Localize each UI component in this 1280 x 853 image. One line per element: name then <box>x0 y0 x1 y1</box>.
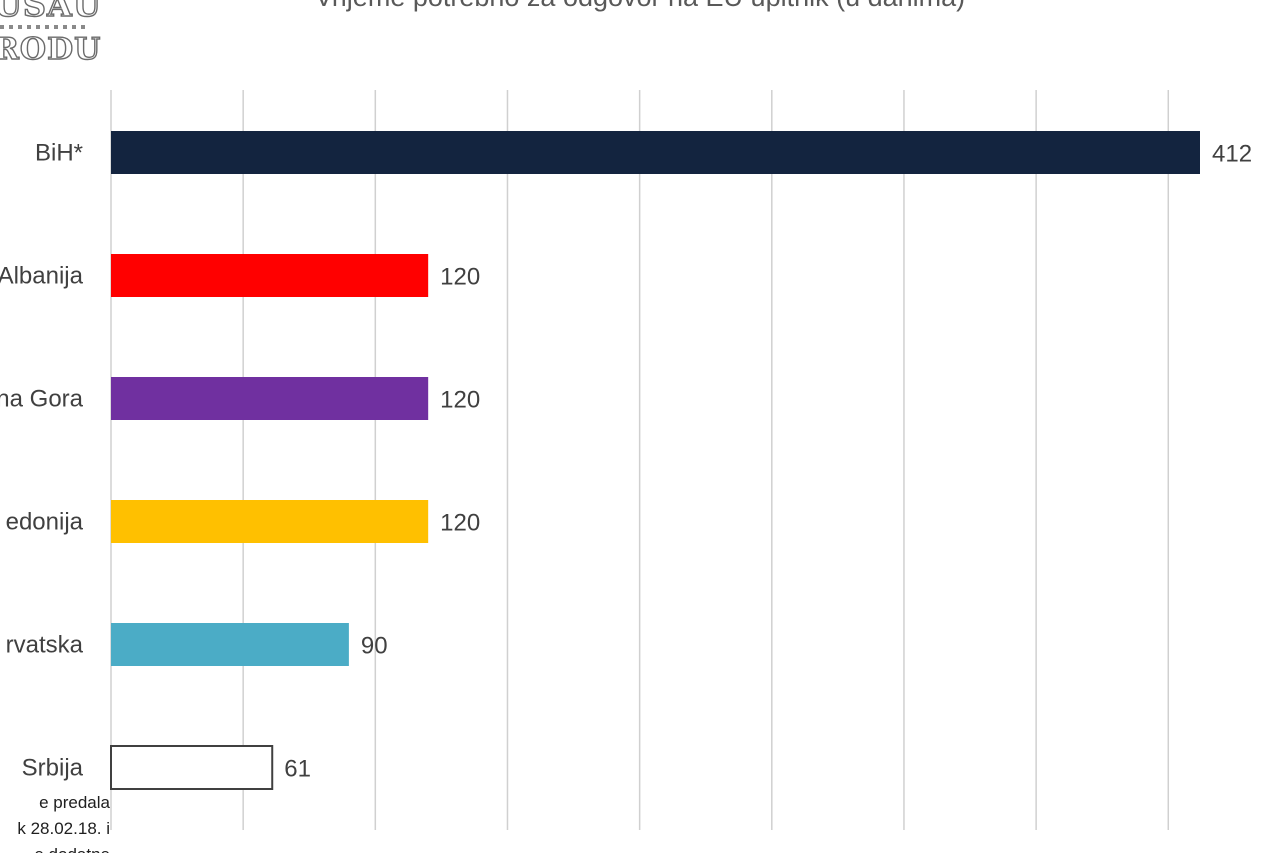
category-label-1: BiH* <box>35 140 83 167</box>
bar-4 <box>111 500 429 543</box>
category-label-6: Srbija <box>22 755 84 782</box>
data-label-6: 61 <box>284 756 311 783</box>
data-label-1: 412 <box>1212 141 1252 168</box>
data-label-5: 90 <box>361 633 388 660</box>
logo: USAU RODU <box>0 0 102 80</box>
category-label-2: Albanija <box>0 263 84 290</box>
data-label-3: 120 <box>440 387 480 414</box>
category-label-3: na Gora <box>0 386 84 413</box>
logo-text-top: USAU <box>0 0 102 25</box>
data-label-2: 120 <box>440 264 480 291</box>
footnote-line-1: e predala <box>39 793 110 812</box>
chart-title: Vrijeme potrebno za odgovor na EU upitni… <box>200 0 1080 13</box>
logo-dots <box>0 25 90 29</box>
category-label-5: rvatska <box>6 632 84 659</box>
bar-3 <box>111 377 429 420</box>
data-label-4: 120 <box>440 510 480 537</box>
logo-text-bottom: RODU <box>0 31 102 67</box>
footnote: e predala k 28.02.18. i e dodatne <box>0 790 110 853</box>
bar-6 <box>110 745 274 790</box>
bar-5 <box>111 623 349 666</box>
footnote-line-3: e dodatne <box>0 842 110 853</box>
category-label-4: edonija <box>6 509 84 536</box>
bar-1 <box>111 131 1200 174</box>
footnote-line-2: k 28.02.18. i <box>17 819 110 838</box>
bar-2 <box>111 254 429 297</box>
